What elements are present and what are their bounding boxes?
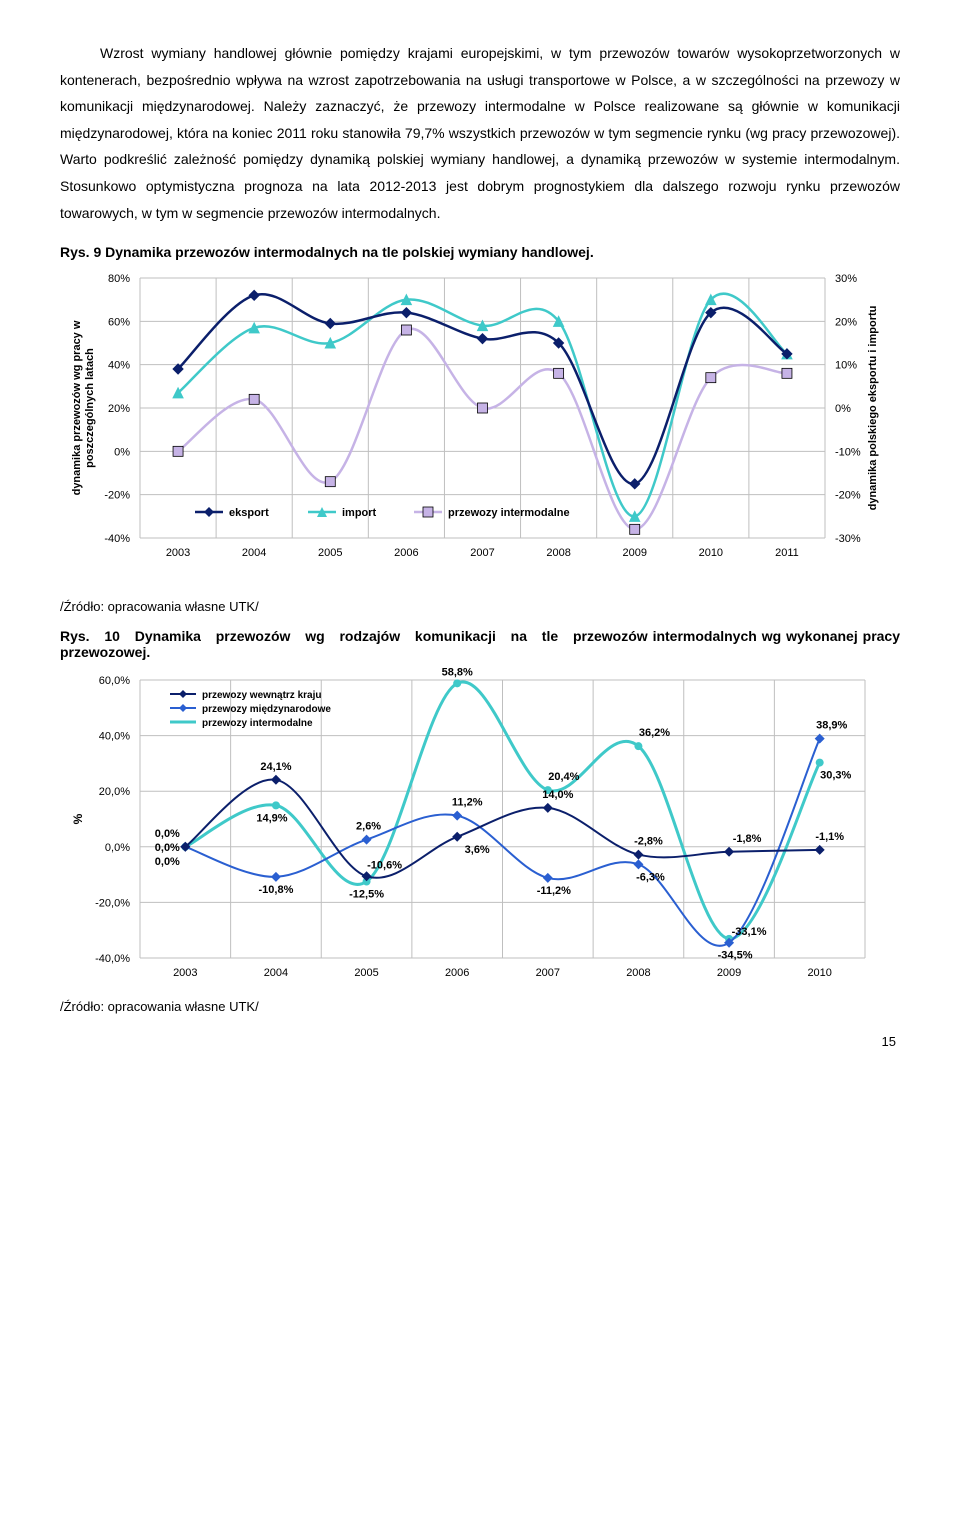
svg-text:40,0%: 40,0% bbox=[99, 731, 130, 743]
svg-text:-20%: -20% bbox=[104, 490, 130, 502]
svg-text:10%: 10% bbox=[835, 360, 857, 372]
figure-9-title: Rys. 9 Dynamika przewozów intermodalnych… bbox=[60, 244, 900, 260]
svg-text:%: % bbox=[71, 813, 85, 824]
svg-text:0%: 0% bbox=[114, 446, 130, 458]
svg-text:przewozy wewnątrz kraju: przewozy wewnątrz kraju bbox=[202, 690, 321, 701]
svg-text:-40,0%: -40,0% bbox=[95, 953, 130, 965]
svg-text:2008: 2008 bbox=[626, 967, 650, 979]
svg-text:2005: 2005 bbox=[318, 547, 342, 559]
svg-text:30%: 30% bbox=[835, 273, 857, 285]
svg-text:0,0%: 0,0% bbox=[155, 842, 180, 854]
svg-text:2006: 2006 bbox=[394, 547, 418, 559]
source-2: /Źródło: opracowania własne UTK/ bbox=[60, 999, 900, 1014]
svg-text:-6,3%: -6,3% bbox=[636, 871, 665, 883]
svg-text:-1,1%: -1,1% bbox=[815, 831, 844, 843]
svg-text:-11,2%: -11,2% bbox=[537, 885, 571, 897]
svg-text:24,1%: 24,1% bbox=[260, 761, 291, 773]
svg-text:2,6%: 2,6% bbox=[356, 821, 381, 833]
svg-text:20,0%: 20,0% bbox=[99, 786, 130, 798]
svg-text:20%: 20% bbox=[835, 316, 857, 328]
chart-9: -40% -30% -20% -20% 0% -10% 20% 0% 40% 10% 60% 20% 8… bbox=[60, 268, 900, 593]
svg-text:import: import bbox=[342, 507, 377, 519]
figure-10-title: Rys. 10 Dynamika przewozów wg rodzajów k… bbox=[60, 628, 900, 660]
svg-text:14,0%: 14,0% bbox=[542, 789, 573, 801]
svg-text:2007: 2007 bbox=[470, 547, 494, 559]
svg-text:2007: 2007 bbox=[536, 967, 560, 979]
svg-text:30,3%: 30,3% bbox=[820, 770, 851, 782]
svg-text:0%: 0% bbox=[835, 403, 851, 415]
svg-text:2011: 2011 bbox=[775, 547, 799, 559]
svg-text:-30%: -30% bbox=[835, 533, 861, 545]
svg-text:-12,5%: -12,5% bbox=[349, 889, 384, 901]
svg-text:60,0%: 60,0% bbox=[99, 675, 130, 687]
svg-text:14,9%: 14,9% bbox=[256, 813, 287, 825]
svg-text:2004: 2004 bbox=[242, 547, 266, 559]
svg-text:0,0%: 0,0% bbox=[155, 828, 180, 840]
svg-text:2006: 2006 bbox=[445, 967, 469, 979]
svg-text:2003: 2003 bbox=[173, 967, 197, 979]
svg-text:poszczególnych latach: poszczególnych latach bbox=[84, 348, 96, 468]
page-number: 15 bbox=[60, 1034, 900, 1049]
svg-text:2009: 2009 bbox=[717, 967, 741, 979]
svg-text:-40%: -40% bbox=[104, 533, 130, 545]
svg-text:20%: 20% bbox=[108, 403, 130, 415]
svg-text:3,6%: 3,6% bbox=[465, 844, 490, 856]
svg-text:-1,8%: -1,8% bbox=[733, 833, 762, 845]
svg-text:80%: 80% bbox=[108, 273, 130, 285]
svg-text:-34,5%: -34,5% bbox=[718, 950, 753, 962]
source-1: /Źródło: opracowania własne UTK/ bbox=[60, 599, 900, 614]
svg-text:2004: 2004 bbox=[264, 967, 288, 979]
svg-text:20,4%: 20,4% bbox=[548, 771, 579, 783]
svg-text:eksport: eksport bbox=[229, 507, 269, 519]
svg-text:-20%: -20% bbox=[835, 490, 861, 502]
svg-text:przewozy międzynarodowe: przewozy międzynarodowe bbox=[202, 704, 331, 715]
body-paragraph: Wzrost wymiany handlowej głównie pomiędz… bbox=[60, 40, 900, 226]
svg-text:-33,1%: -33,1% bbox=[732, 926, 767, 938]
svg-text:2005: 2005 bbox=[354, 967, 378, 979]
svg-text:przewozy intermodalne: przewozy intermodalne bbox=[202, 718, 313, 729]
svg-text:2009: 2009 bbox=[622, 547, 646, 559]
svg-text:przewozy intermodalne: przewozy intermodalne bbox=[448, 507, 570, 519]
svg-text:2010: 2010 bbox=[699, 547, 723, 559]
svg-text:60%: 60% bbox=[108, 316, 130, 328]
svg-text:38,9%: 38,9% bbox=[816, 720, 847, 732]
svg-text:36,2%: 36,2% bbox=[639, 727, 670, 739]
chart-10: -40,0% -20,0% 0,0% 20,0% 40,0% 60,0% 2003 2004 2… bbox=[60, 668, 900, 993]
svg-text:-20,0%: -20,0% bbox=[95, 898, 130, 910]
svg-text:11,2%: 11,2% bbox=[452, 797, 483, 809]
svg-text:dynamika polskiego eksportu i: dynamika polskiego eksportu i importu bbox=[867, 306, 879, 511]
svg-text:2003: 2003 bbox=[166, 547, 190, 559]
svg-text:0,0%: 0,0% bbox=[155, 856, 180, 868]
svg-text:-2,8%: -2,8% bbox=[634, 836, 663, 848]
svg-text:-10,8%: -10,8% bbox=[259, 884, 294, 896]
svg-text:58,8%: 58,8% bbox=[442, 668, 473, 678]
svg-text:dynamika przewozów wg pracy w: dynamika przewozów wg pracy w bbox=[71, 320, 83, 495]
svg-text:2010: 2010 bbox=[807, 967, 831, 979]
svg-text:2008: 2008 bbox=[546, 547, 570, 559]
svg-text:-10%: -10% bbox=[835, 446, 861, 458]
svg-text:40%: 40% bbox=[108, 360, 130, 372]
svg-text:0,0%: 0,0% bbox=[105, 842, 130, 854]
svg-text:-10,6%: -10,6% bbox=[367, 859, 402, 871]
